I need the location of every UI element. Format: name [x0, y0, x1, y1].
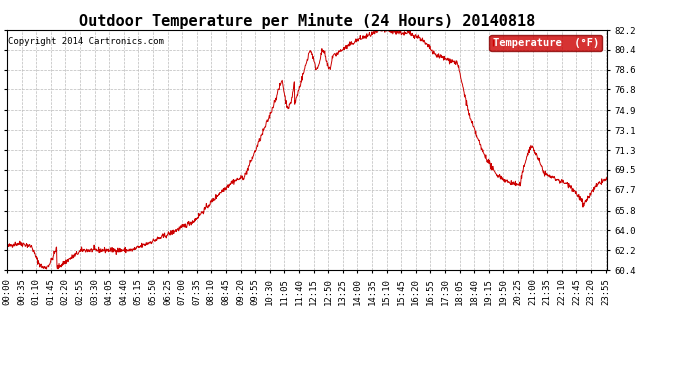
Text: Copyright 2014 Cartronics.com: Copyright 2014 Cartronics.com	[8, 37, 164, 46]
Legend: Temperature  (°F): Temperature (°F)	[489, 35, 602, 51]
Title: Outdoor Temperature per Minute (24 Hours) 20140818: Outdoor Temperature per Minute (24 Hours…	[79, 13, 535, 29]
